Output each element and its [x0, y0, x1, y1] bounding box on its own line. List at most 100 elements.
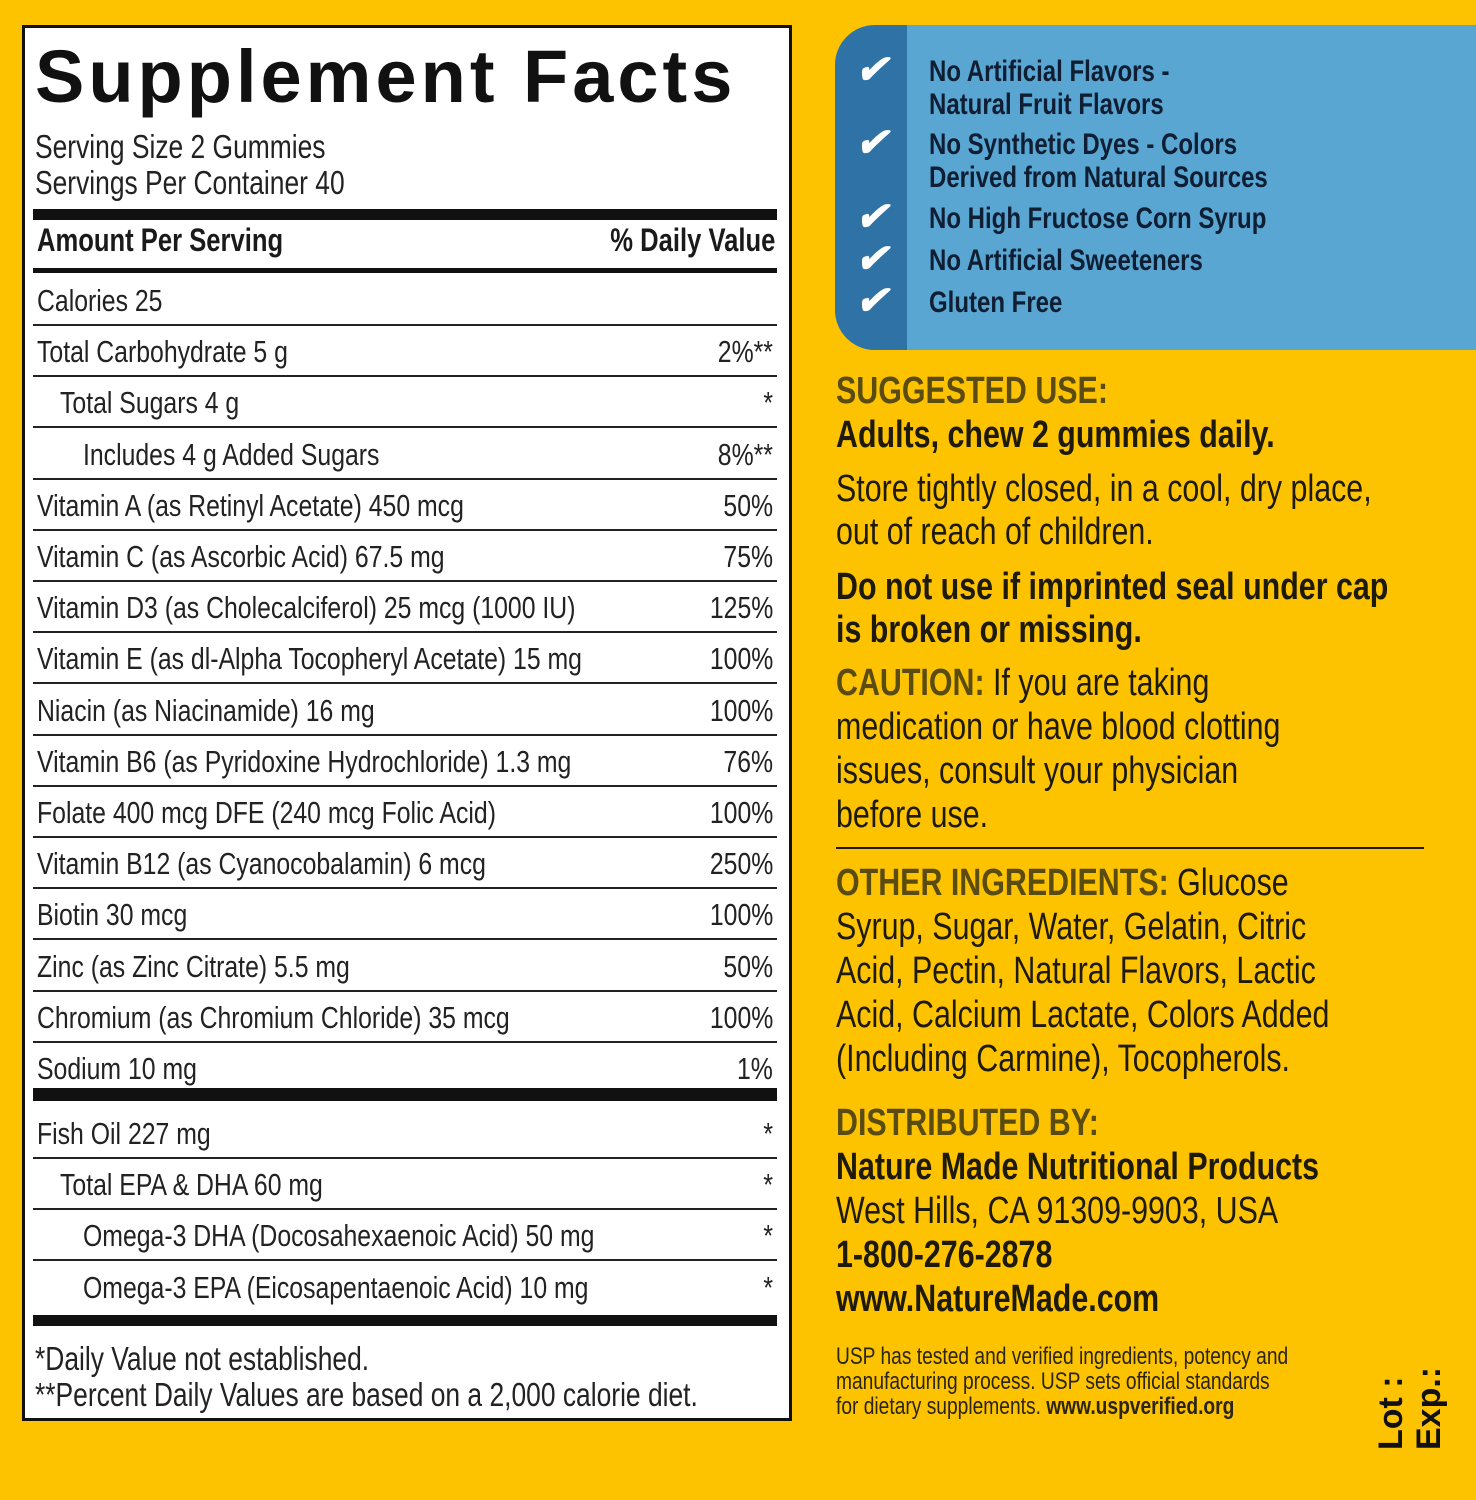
nutrient-row: Includes 4 g Added Sugars 8%**: [33, 429, 777, 480]
nutrient-label: Niacin (as Niacinamide) 16 mg: [37, 692, 375, 728]
nutrient-label: Fish Oil 227 mg: [37, 1116, 211, 1151]
nutrient-label: Vitamin B12 (as Cyanocobalamin) 6 mcg: [37, 846, 486, 882]
nutrient-daily-value: 100%: [709, 999, 773, 1035]
nutrient-row: Chromium (as Chromium Chloride) 35 mcg 10…: [33, 992, 777, 1043]
nutrient-label: Zinc (as Zinc Citrate) 5.5 mg: [37, 948, 350, 984]
distributor-address: West Hills, CA 91309-9903, USA: [836, 1190, 1279, 1232]
caution-line-3: issues, consult your physician: [836, 750, 1239, 792]
seal-line-2: is broken or missing.: [836, 609, 1142, 651]
checkmark-icon: ✔: [855, 237, 889, 281]
storage-line-1: Store tightly closed, in a cool, dry pla…: [836, 468, 1372, 510]
ingredients-line-5: (Including Carmine), Tocopherols.: [836, 1038, 1290, 1080]
nutrient-daily-value: 1%: [737, 1051, 773, 1086]
usp-link[interactable]: www.uspverified.org: [1046, 1393, 1235, 1420]
nutrient-daily-value: 100%: [709, 897, 773, 933]
distributor-website-link[interactable]: www.NatureMade.com: [836, 1278, 1160, 1320]
nutrient-label: Omega-3 EPA (Eicosapentaenoic Acid) 10 m…: [83, 1269, 589, 1305]
caution-line-4: before use.: [836, 794, 989, 836]
servings-per-container: Servings Per Container 40: [35, 164, 345, 201]
ingredients-line-4: Acid, Calcium Lactate, Colors Added: [836, 994, 1330, 1036]
nutrient-label: Sodium 10 mg: [37, 1051, 197, 1086]
exp-label: Exp.:: [1410, 1366, 1448, 1450]
nutrient-row: Total EPA & DHA 60 mg *: [33, 1159, 777, 1211]
nutrient-row: Omega-3 DHA (Docosahexaenoic Acid) 50 mg…: [33, 1210, 777, 1262]
nutrient-daily-value: 75%: [723, 539, 773, 574]
nutrient-daily-value: 76%: [723, 743, 773, 779]
nutrient-daily-value: *: [763, 1116, 773, 1151]
nutrient-daily-value: 8%**: [717, 436, 773, 472]
usp-line-2: manufacturing process. USP sets official…: [836, 1368, 1270, 1395]
claims-strip: [835, 25, 907, 350]
claim-text: Natural Fruit Flavors: [929, 88, 1164, 121]
nutrient-label: Includes 4 g Added Sugars: [83, 436, 380, 472]
checkmark-icon: ✔: [855, 195, 889, 239]
footnote-dv: *Daily Value not established.: [35, 1340, 370, 1377]
nutrient-row: Vitamin B6 (as Pyridoxine Hydrochloride)…: [33, 736, 777, 787]
lot-label: Lot :: [1372, 1376, 1410, 1450]
nutrient-row: Vitamin D3 (as Cholecalciferol) 25 mcg (…: [33, 582, 777, 634]
nutrient-row: Omega-3 EPA (Eicosapentaenoic Acid) 10 m…: [33, 1262, 777, 1313]
nutrient-daily-value: 50%: [723, 487, 773, 523]
checkmark-icon: ✔: [855, 48, 889, 92]
nutrient-label: Chromium (as Chromium Chloride) 35 mcg: [37, 999, 510, 1035]
claim-text: No Artificial Flavors -: [929, 55, 1170, 88]
nutrient-daily-value: *: [763, 1269, 773, 1305]
checkmark-icon: ✔: [855, 121, 889, 165]
distributed-by-heading: DISTRIBUTED BY:: [836, 1102, 1099, 1144]
nutrient-label: Vitamin D3 (as Cholecalciferol) 25 mcg (…: [37, 590, 576, 626]
facts-title: Supplement Facts: [35, 35, 737, 118]
divider: [33, 268, 777, 273]
nutrient-daily-value: 100%: [709, 692, 773, 728]
caution-line-2: medication or have blood clotting: [836, 706, 1281, 748]
divider: [836, 847, 1424, 849]
nutrient-label: Total Carbohydrate 5 g: [37, 334, 288, 370]
claim-text: No Synthetic Dyes - Colors: [929, 128, 1238, 161]
nutrient-row: Sodium 10 mg 1%: [33, 1043, 777, 1094]
checkmark-icon: ✔: [855, 279, 889, 323]
nutrient-daily-value: 100%: [709, 641, 773, 677]
amount-header: Amount Per Serving: [37, 222, 284, 258]
claims-box: ✔ No Artificial Flavors - Natural Fruit Fl…: [835, 25, 1476, 350]
nutrient-label: Vitamin C (as Ascorbic Acid) 67.5 mg: [37, 539, 445, 574]
seal-line-1: Do not use if imprinted seal under cap: [836, 566, 1389, 608]
nutrient-row: Fish Oil 227 mg *: [33, 1108, 777, 1159]
nutrient-label: Total EPA & DHA 60 mg: [60, 1167, 323, 1203]
nutrient-daily-value: *: [763, 1218, 773, 1254]
nutrient-label: Omega-3 DHA (Docosahexaenoic Acid) 50 mg: [83, 1218, 595, 1254]
suggested-use-heading: SUGGESTED USE:: [836, 370, 1108, 412]
nutrient-daily-value: *: [763, 1167, 773, 1203]
distributor-name: Nature Made Nutritional Products: [836, 1146, 1320, 1188]
nutrient-label: Vitamin E (as dl-Alpha Tocopheryl Acetat…: [37, 641, 582, 677]
thick-divider: [33, 209, 777, 220]
nutrient-row: Total Carbohydrate 5 g 2%**: [33, 326, 777, 378]
claim-text: Gluten Free: [929, 286, 1063, 319]
nutrient-daily-value: 100%: [709, 795, 773, 830]
claim-text: No Artificial Sweeteners: [929, 244, 1203, 277]
supplement-facts-panel: Supplement Facts Serving Size 2 Gummies …: [22, 25, 792, 1421]
usp-line-3: for dietary supplements. www.uspverified…: [836, 1393, 1235, 1420]
nutrient-daily-value: 250%: [709, 846, 773, 882]
footnote-percent: **Percent Daily Values are based on a 2,…: [35, 1376, 698, 1413]
nutrient-row: Zinc (as Zinc Citrate) 5.5 mg 50%: [33, 941, 777, 992]
nutrient-daily-value: 2%**: [717, 334, 773, 370]
caution-line-1: CAUTION: If you are taking: [836, 662, 1210, 704]
nutrient-label: Calories 25: [37, 283, 163, 318]
ingredients-line-2: Syrup, Sugar, Water, Gelatin, Citric: [836, 906, 1307, 948]
caution-heading: CAUTION:: [836, 662, 985, 704]
ingredients-line-1: OTHER INGREDIENTS: Glucose: [836, 862, 1289, 904]
dv-header: % Daily Value: [609, 222, 775, 258]
column-header: Amount Per Serving % Daily Value: [37, 222, 775, 262]
nutrient-row: Vitamin B12 (as Cyanocobalamin) 6 mcg 250…: [33, 838, 777, 890]
claim-text: Derived from Natural Sources: [929, 161, 1268, 194]
nutrient-row: Vitamin E (as dl-Alpha Tocopheryl Acetat…: [33, 633, 777, 685]
nutrient-row: Calories 25: [33, 275, 777, 326]
usp-line-1: USP has tested and verified ingredients,…: [836, 1343, 1289, 1370]
nutrient-row: Niacin (as Niacinamide) 16 mg 100%: [33, 685, 777, 736]
storage-line-2: out of reach of children.: [836, 511, 1154, 553]
nutrient-row: Total Sugars 4 g *: [33, 377, 777, 429]
other-ingredients-heading: OTHER INGREDIENTS:: [836, 862, 1169, 904]
nutrient-row: Vitamin C (as Ascorbic Acid) 67.5 mg 75%: [33, 531, 777, 582]
nutrient-row: Folate 400 mcg DFE (240 mcg Folic Acid) 1…: [33, 787, 777, 838]
nutrient-label: Vitamin A (as Retinyl Acetate) 450 mcg: [37, 487, 464, 523]
serving-size: Serving Size 2 Gummies: [35, 128, 326, 165]
